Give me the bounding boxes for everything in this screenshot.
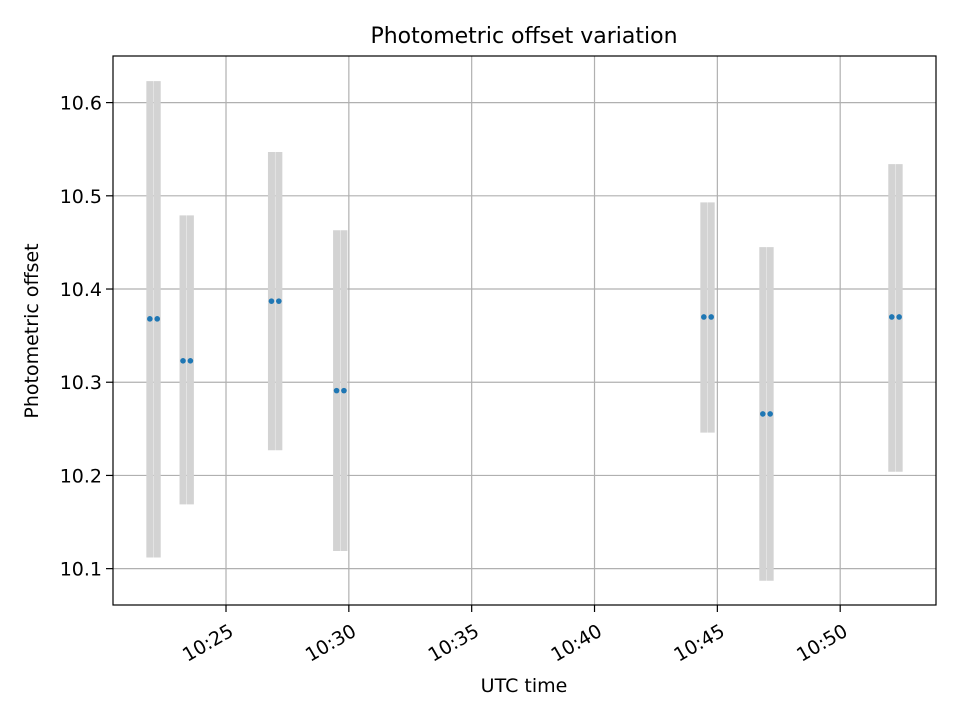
y-tick-label: 10.5 (60, 186, 102, 208)
data-point (180, 357, 186, 364)
x-axis-label: UTC time (481, 675, 568, 697)
y-tick-label: 10.4 (60, 279, 102, 301)
data-point (147, 316, 153, 322)
data-point (708, 314, 715, 320)
data-point (187, 357, 194, 364)
data-point (276, 298, 282, 304)
data-point (888, 314, 895, 320)
y-axis: 10.1 10.2 10.3 10.4 10.5 10.6 (60, 93, 113, 581)
y-tick-label: 10.6 (60, 93, 102, 115)
y-tick-label: 10.2 (60, 465, 102, 487)
y-tick-label: 10.3 (60, 372, 102, 394)
data-points (147, 298, 902, 417)
y-axis-label: Photometric offset (21, 243, 43, 418)
data-point (333, 387, 340, 394)
chart-title: Photometric offset variation (370, 24, 677, 49)
data-point (268, 298, 275, 304)
data-point (896, 314, 902, 320)
data-point (341, 387, 347, 394)
data-point (760, 411, 766, 417)
data-point (701, 314, 707, 320)
data-point (154, 316, 161, 322)
grid (113, 56, 936, 605)
plot-frame (112, 55, 937, 606)
y-tick-label: 10.1 (60, 559, 102, 581)
data-point (767, 411, 773, 417)
